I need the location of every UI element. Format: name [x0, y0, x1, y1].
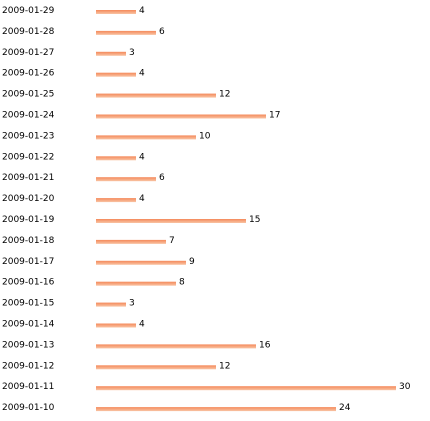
category-label: 2009-01-16 — [2, 278, 55, 288]
bar — [96, 260, 186, 265]
category-label: 2009-01-14 — [2, 320, 55, 330]
value-label: 30 — [399, 382, 411, 392]
category-label: 2009-01-12 — [2, 361, 54, 371]
bar — [96, 386, 396, 391]
value-label: 16 — [259, 340, 271, 350]
value-label: 4 — [139, 152, 145, 162]
category-label: 2009-01-25 — [2, 90, 54, 100]
bar — [96, 302, 126, 307]
bar — [96, 198, 136, 203]
bar — [96, 51, 126, 56]
bar — [96, 156, 136, 161]
value-label: 10 — [199, 131, 211, 141]
category-label: 2009-01-11 — [2, 382, 54, 392]
value-label: 4 — [139, 6, 145, 16]
bar — [96, 177, 156, 182]
value-label: 3 — [129, 299, 135, 309]
category-label: 2009-01-17 — [2, 257, 54, 267]
value-label: 24 — [339, 403, 351, 413]
bar — [96, 323, 136, 328]
value-label: 6 — [159, 27, 165, 37]
bar — [96, 239, 166, 244]
category-label: 2009-01-29 — [2, 6, 55, 16]
category-label: 2009-01-18 — [2, 236, 55, 246]
category-label: 2009-01-20 — [2, 194, 55, 204]
category-label: 2009-01-23 — [2, 131, 54, 141]
category-label: 2009-01-13 — [2, 340, 54, 350]
category-label: 2009-01-15 — [2, 299, 54, 309]
category-label: 2009-01-19 — [2, 215, 55, 225]
value-label: 4 — [139, 69, 145, 79]
category-label: 2009-01-24 — [2, 111, 55, 121]
bar — [96, 30, 156, 35]
value-label: 4 — [139, 320, 145, 330]
bar — [96, 10, 136, 14]
category-label: 2009-01-22 — [2, 152, 54, 162]
value-label: 6 — [159, 173, 165, 183]
value-label: 15 — [249, 215, 260, 225]
category-label: 2009-01-28 — [2, 27, 55, 37]
chart-rows: 2009-01-29 4 2009-01-28 6 2009-01-27 3 2009-01… — [2, 6, 411, 413]
value-label: 3 — [129, 48, 135, 58]
value-label: 7 — [169, 236, 175, 246]
bar — [96, 407, 336, 412]
value-label: 9 — [189, 257, 195, 267]
category-label: 2009-01-10 — [2, 403, 55, 413]
bar — [96, 93, 216, 98]
bar — [96, 114, 266, 119]
value-label: 12 — [219, 361, 230, 371]
value-label: 17 — [269, 111, 280, 121]
bar — [96, 135, 196, 140]
bar — [96, 344, 256, 349]
bar — [96, 281, 176, 286]
bar — [96, 219, 246, 223]
category-label: 2009-01-26 — [2, 69, 55, 79]
category-label: 2009-01-27 — [2, 48, 54, 58]
value-label: 8 — [179, 278, 185, 288]
bar — [96, 365, 216, 370]
category-label: 2009-01-21 — [2, 173, 54, 183]
bar — [96, 72, 136, 77]
value-label: 12 — [219, 90, 230, 100]
value-label: 4 — [139, 194, 145, 204]
